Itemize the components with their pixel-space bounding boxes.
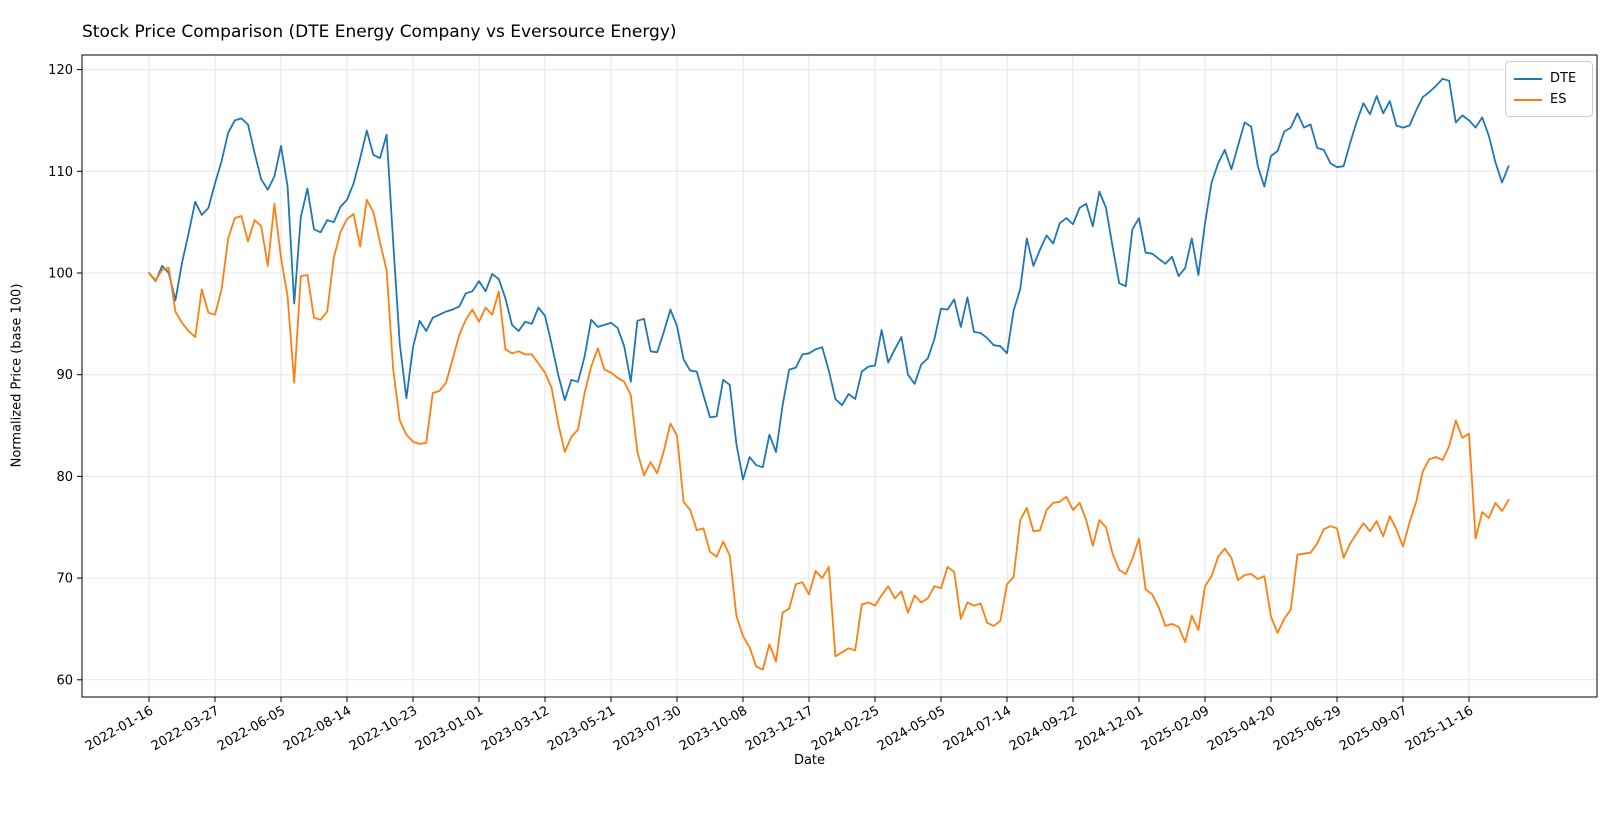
legend: DTE ES bbox=[1505, 61, 1593, 117]
y-tick-label: 110 bbox=[48, 165, 73, 180]
x-tick-label: 2025-11-16 bbox=[1403, 703, 1476, 754]
x-tick-label: 2022-10-23 bbox=[347, 703, 420, 754]
chart-title: Stock Price Comparison (DTE Energy Compa… bbox=[82, 22, 677, 42]
x-tick-label: 2024-07-14 bbox=[941, 703, 1014, 754]
y-tick-label: 90 bbox=[56, 368, 73, 383]
x-tick-label: 2022-06-05 bbox=[215, 703, 288, 754]
axis-ticks bbox=[77, 69, 1470, 702]
legend-label-dte: DTE bbox=[1550, 71, 1577, 86]
x-tick-label: 2023-10-08 bbox=[677, 703, 750, 754]
legend-label-es: ES bbox=[1550, 92, 1567, 107]
y-tick-label: 60 bbox=[56, 673, 73, 688]
y-tick-label: 120 bbox=[48, 63, 73, 78]
x-tick-label: 2025-02-09 bbox=[1139, 703, 1212, 754]
x-tick-label: 2022-08-14 bbox=[281, 703, 354, 754]
x-tick-label: 2025-04-20 bbox=[1205, 703, 1278, 754]
legend-entry-es: ES bbox=[1514, 89, 1582, 110]
es-line-swatch bbox=[1514, 98, 1542, 101]
x-tick-label: 2025-09-07 bbox=[1337, 703, 1410, 754]
x-tick-label: 2022-03-27 bbox=[149, 703, 222, 754]
x-tick-label: 2023-12-17 bbox=[743, 703, 816, 754]
x-tick-label: 2023-01-01 bbox=[413, 703, 486, 754]
y-tick-label: 80 bbox=[56, 470, 73, 485]
plot-border bbox=[81, 54, 1598, 698]
x-axis-label: Date bbox=[793, 753, 826, 768]
axis-tick-labels: 607080901001101202022-01-162022-03-27202… bbox=[48, 63, 1476, 754]
y-tick-label: 70 bbox=[56, 572, 73, 587]
dte-line-swatch bbox=[1514, 77, 1542, 80]
x-tick-label: 2022-01-16 bbox=[83, 703, 156, 754]
x-tick-label: 2023-05-21 bbox=[545, 703, 618, 754]
legend-entry-dte: DTE bbox=[1514, 68, 1582, 89]
x-tick-label: 2025-06-29 bbox=[1271, 703, 1344, 754]
x-tick-label: 2024-12-01 bbox=[1073, 703, 1146, 754]
y-tick-label: 100 bbox=[48, 267, 73, 282]
grid bbox=[82, 55, 1597, 697]
es-line bbox=[148, 198, 1510, 671]
dte-line bbox=[148, 77, 1510, 481]
x-tick-label: 2024-02-25 bbox=[809, 703, 882, 754]
x-tick-label: 2023-03-12 bbox=[479, 703, 552, 754]
x-tick-label: 2023-07-30 bbox=[611, 703, 684, 754]
y-axis-label: Normalized Price (base 100) bbox=[9, 283, 25, 468]
x-tick-label: 2024-05-05 bbox=[875, 703, 948, 754]
x-tick-label: 2024-09-22 bbox=[1007, 703, 1080, 754]
